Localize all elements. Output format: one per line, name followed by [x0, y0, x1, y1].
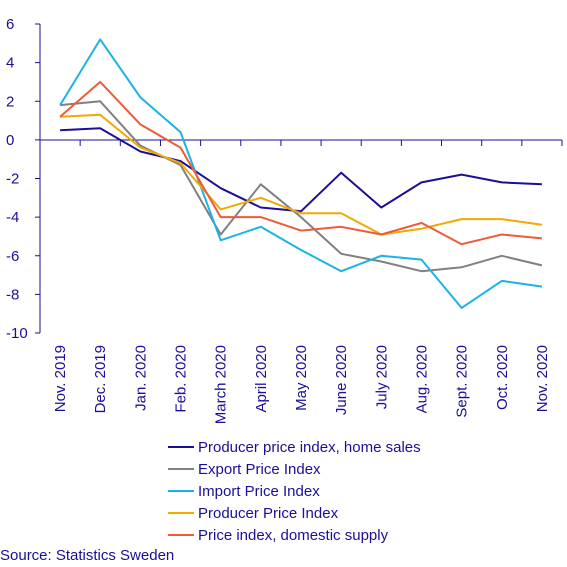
legend-item: Export Price Index [168, 458, 421, 480]
legend-swatch [168, 534, 194, 536]
legend: Producer price index, home sales Export … [168, 436, 421, 546]
series-line [60, 100, 543, 273]
legend-swatch [168, 446, 194, 448]
x-tick-label: Nov. 2019 [52, 345, 69, 412]
x-tick-label: July 2020 [373, 345, 390, 409]
legend-item: Import Price Index [168, 480, 421, 502]
y-tick-label: -8 [6, 286, 19, 303]
series-line [60, 113, 543, 236]
legend-swatch [168, 490, 194, 492]
legend-label: Producer price index, home sales [198, 438, 421, 456]
legend-item: Producer Price Index [168, 502, 421, 524]
legend-label: Producer Price Index [198, 504, 339, 522]
x-tick-label: Oct. 2020 [494, 345, 511, 410]
x-tick-label: April 2020 [253, 345, 270, 413]
y-tick-label: -4 [6, 209, 19, 226]
y-tick-label: -10 [6, 325, 28, 342]
x-tick-label: Aug. 2020 [413, 345, 430, 413]
series-line [59, 80, 542, 246]
series-line [60, 127, 542, 213]
legend-label: Price index, domestic supply [198, 526, 389, 544]
line-chart: 6 4 2 0 -2 -4 -6 -8 -10 Nov. 2019 Dec. 2019 Jan. 2… [6, 16, 563, 424]
legend-label: Import Price Index [198, 482, 320, 500]
y-tick-label: -2 [6, 171, 19, 188]
x-tick-label: Dec. 2019 [92, 345, 109, 413]
x-tick-label: Feb. 2020 [173, 345, 190, 413]
x-tick-label: June 2020 [333, 345, 350, 415]
x-tick-label: May 2020 [293, 345, 310, 411]
legend-swatch [168, 512, 194, 514]
y-tick-label: 4 [6, 55, 14, 72]
series-line [59, 38, 543, 309]
legend-item: Producer price index, home sales [168, 436, 421, 458]
x-tick-label: March 2020 [213, 345, 230, 424]
y-tick-label: 6 [6, 16, 14, 33]
y-tick-label: 2 [6, 93, 14, 110]
y-tick-label: -6 [6, 248, 19, 265]
x-tick-label: Sept. 2020 [454, 345, 471, 418]
legend-swatch [168, 468, 194, 470]
legend-item: Price index, domestic supply [168, 524, 421, 546]
x-tick-label: Jan. 2020 [132, 345, 149, 411]
y-tick-label: 0 [6, 132, 14, 149]
x-tick-label: Nov. 2020 [534, 345, 551, 412]
source-note: Source: Statistics Sweden [0, 547, 175, 564]
legend-label: Export Price Index [198, 460, 321, 478]
